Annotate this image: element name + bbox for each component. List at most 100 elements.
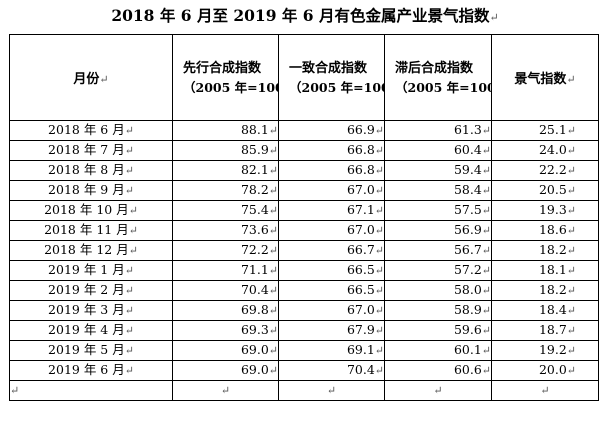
paragraph-mark-icon: ↵ [326,384,337,397]
paragraph-mark-icon: ↵ [481,324,491,337]
paragraph-mark-icon: ↵ [566,304,576,317]
month-cell: 2019 年 6 月↵ [9,360,173,381]
paragraph-mark-icon: ↵ [374,324,384,337]
coincident-cell: 67.0↵ [278,300,385,321]
header-month: 月份↵ [9,34,173,121]
paragraph-mark-icon: ↵ [481,144,491,157]
coincident-cell-value: 67.9 [346,322,375,337]
climate-index-table: 月份↵ 先行合成指数 （2005 年=100）↵ 一致合成指数 （2005 年=… [9,34,599,401]
coincident-cell: 66.9↵ [278,120,385,141]
header-lagging-unit: （2005 年=100） [395,79,491,95]
coincident-cell-value: 66.5 [346,282,375,297]
table-row: 2019 年 2 月↵ 70.4↵ 66.5↵ 58.0↵ 18.2↵ [9,280,599,301]
lagging-cell: 60.6↵ [384,360,492,381]
coincident-cell: 66.8↵ [278,160,385,181]
coincident-cell: 66.8↵ [278,140,385,161]
table-row: 2019 年 3 月↵ 69.8↵ 67.0↵ 58.9↵ 18.4↵ [9,300,599,321]
paragraph-mark-icon: ↵ [566,144,576,157]
table-row: 2018 年 8 月↵ 82.1↵ 66.8↵ 59.4↵ 22.2↵ [9,160,599,181]
paragraph-mark-icon: ↵ [268,224,278,237]
climate-cell-value: 18.1 [538,262,567,277]
leading-cell: 72.2↵ [172,240,279,261]
leading-cell: 88.1↵ [172,120,279,141]
month-cell: 2018 年 6 月↵ [9,120,173,141]
paragraph-mark-icon: ↵ [268,164,278,177]
month-cell: 2019 年 1 月↵ [9,260,173,281]
paragraph-mark-icon: ↵ [566,364,576,377]
paragraph-mark-icon: ↵ [268,144,278,157]
paragraph-mark-icon: ↵ [566,184,576,197]
month-cell-value: 2018 年 8 月 [48,162,125,177]
month-cell: 2019 年 4 月↵ [9,320,173,341]
lagging-cell-value: 57.2 [453,262,482,277]
month-cell-value: 2018 年 10 月 [44,202,129,217]
paragraph-mark-icon: ↵ [566,124,576,137]
paragraph-mark-icon: ↵ [374,284,384,297]
table-row: 2019 年 6 月↵ 69.0↵ 70.4 ↵ 60.6↵ 20.0↵ [9,360,599,381]
climate-cell: 24.0↵ [491,140,599,161]
month-cell-value: 2018 年 6 月 [48,122,125,137]
climate-cell: 18.1↵ [491,260,599,281]
lagging-cell-value: 60.6 [453,362,482,377]
climate-cell: 19.3↵ [491,200,599,221]
header-lagging-label: 滞后合成指数 [395,60,474,76]
paragraph-mark-icon: ↵ [374,184,384,197]
leading-cell: 73.6↵ [172,220,279,241]
header-coincident-unit: （2005 年=100） [289,79,384,95]
empty-cell: ↵ [384,380,492,401]
paragraph-mark-icon: ↵ [566,164,576,177]
paragraph-mark-icon: ↵ [566,244,576,257]
table-row: 2019 年 1 月↵ 71.1↵ 66.5↵ 57.2↵ 18.1↵ [9,260,599,281]
month-cell: 2018 年 9 月↵ [9,180,173,201]
lagging-cell: 60.4↵ [384,140,492,161]
lagging-cell: 59.4↵ [384,160,492,181]
leading-cell: 69.0↵ [172,360,279,381]
paragraph-mark-icon: ↵ [268,344,278,357]
paragraph-mark-icon: ↵ [481,264,491,277]
coincident-cell: 66.5↵ [278,280,385,301]
empty-row: ↵ ↵ ↵ ↵ ↵ [9,380,599,401]
lagging-cell: 56.9↵ [384,220,492,241]
paragraph-mark-icon: ↵ [124,124,134,137]
climate-cell-value: 18.7 [538,322,567,337]
paragraph-mark-icon: ↵ [540,384,550,397]
lagging-cell: 58.0↵ [384,280,492,301]
lagging-cell-value: 57.5 [453,202,482,217]
paragraph-mark-icon: ↵ [268,204,278,217]
paragraph-mark-icon: ↵ [124,264,134,277]
paragraph-mark-icon: ↵ [481,224,491,237]
table-row: 2019 年 5 月↵ 69.0↵ 69.1↵ 60.1↵ 19.2↵ [9,340,599,361]
empty-cell: ↵ [9,380,173,401]
climate-cell: 18.4↵ [491,300,599,321]
climate-cell: 20.0↵ [491,360,599,381]
paragraph-mark-icon: ↵ [566,224,576,237]
header-coincident: 一致合成指数 （2005 年=100）↵ [278,34,385,121]
month-cell-value: 2018 年 9 月 [48,182,125,197]
leading-cell-value: 75.4 [240,202,269,217]
month-cell-value: 2018 年 7 月 [48,142,125,157]
paragraph-mark-icon: ↵ [374,204,384,217]
lagging-cell-value: 60.4 [453,142,482,157]
leading-cell-value: 71.1 [240,262,269,277]
climate-cell: 19.2↵ [491,340,599,361]
leading-cell: 71.1↵ [172,260,279,281]
paragraph-mark-icon: ↵ [124,184,134,197]
paragraph-mark-icon: ↵ [374,344,384,357]
paragraph-mark-icon: ↵ [481,164,491,177]
lagging-cell: 58.4↵ [384,180,492,201]
month-cell-value: 2019 年 4 月 [48,322,125,337]
climate-cell: 25.1↵ [491,120,599,141]
table-row: 2018 年 6 月↵ 88.1↵ 66.9↵ 61.3↵ 25.1↵ [9,120,599,141]
climate-cell: 22.2↵ [491,160,599,181]
coincident-cell-value: 70.4 [346,362,375,377]
table-row: 2018 年 9 月↵ 78.2↵ 67.0↵ 58.4↵ 20.5↵ [9,180,599,201]
leading-cell-value: 69.0 [240,362,269,377]
coincident-cell: 66.7↵ [278,240,385,261]
empty-cell: ↵ [491,380,599,401]
paragraph-mark-icon: ↵ [481,124,491,137]
header-leading: 先行合成指数 （2005 年=100）↵ [172,34,279,121]
leading-cell: 85.9↵ [172,140,279,161]
header-coincident-label: 一致合成指数 [289,60,368,76]
paragraph-mark-icon: ↵ [268,284,278,297]
header-climate: 景气指数↵ [491,34,599,121]
